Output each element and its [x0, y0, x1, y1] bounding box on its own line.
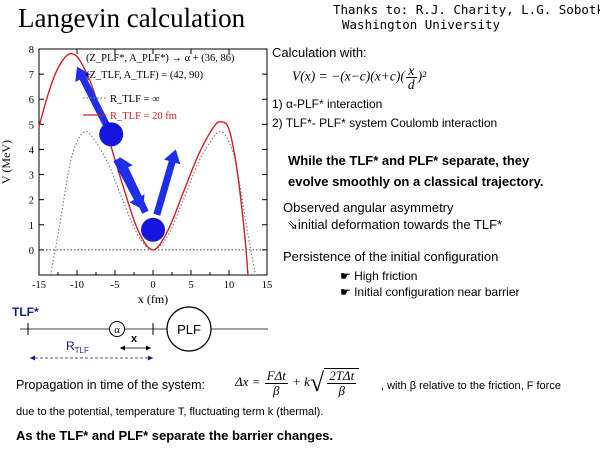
- y-tick-label: 2: [29, 196, 34, 207]
- x-tick-label: 5: [188, 280, 193, 291]
- formula-num: x: [405, 64, 417, 78]
- eq-plus-k: + k: [292, 373, 310, 389]
- rtlf-main: R: [66, 339, 75, 353]
- potential-formula: V(x) = −(x−c)(x+c)(x d)²: [292, 64, 427, 92]
- y-axis-label: V (MeV): [0, 140, 13, 184]
- plf-label: PLF: [177, 322, 201, 337]
- series-line: [49, 130, 257, 276]
- y-tick-label: 7: [29, 70, 34, 81]
- eq-lhs: Δx =: [235, 373, 261, 389]
- legend-entry-2: (Z_TLF, A_TLF) = (42, 90): [86, 70, 204, 81]
- x-tick-label: -15: [32, 280, 46, 291]
- observed-line-2-text: initial deformation towards the TLF*: [297, 217, 503, 232]
- eq-force-num: FΔt: [264, 367, 288, 384]
- propagation-text-2: due to the potential, temperature T, flu…: [16, 406, 324, 418]
- pointing-hand-icon: ☛: [340, 285, 355, 299]
- plf-circle: [166, 306, 212, 352]
- arrow-lower-right: [153, 149, 181, 216]
- x-axis-label: x (fm): [138, 292, 168, 306]
- x-tick-label: -10: [70, 280, 84, 291]
- statement-line-2: evolve smoothly on a classical trajector…: [288, 174, 544, 189]
- eq-force-den: β: [273, 382, 280, 398]
- observed-line-2: ⇘initial deformation towards the TLF*: [283, 216, 502, 233]
- persistence-bullets: ☛ High friction ☛ Initial configuration …: [340, 268, 520, 300]
- bullet-text: Initial configuration near barrier: [354, 285, 520, 299]
- slide-title: Langevin calculation: [18, 3, 246, 33]
- calc-item-1: 1) α-PLF* interaction: [272, 97, 383, 111]
- rtlf-label: RTLF: [66, 339, 89, 355]
- formula-end: )²: [417, 68, 427, 84]
- eq-force-fraction: FΔt β: [264, 367, 288, 398]
- implies-arrow-icon: ⇘: [287, 217, 298, 232]
- legend-entry-3: R_TLF = ∞: [110, 94, 160, 105]
- x-distance-label: x: [131, 333, 138, 345]
- eq-sqrt-fraction: 2TΔt β: [327, 368, 357, 398]
- arrowhead-left-icon: [30, 355, 35, 361]
- series-line: [38, 53, 249, 276]
- formula-den: d: [407, 77, 415, 92]
- statement-line-1: While the TLF* and PLF* separate, they: [288, 153, 530, 168]
- alpha-position-upper: [99, 122, 124, 147]
- propagation-text: Propagation in time of the system:: [16, 378, 205, 392]
- bullet-item: ☛ High friction: [340, 268, 520, 284]
- thanks-text: Thanks to: R.J. Charity, L.G. Sobotka Wa…: [333, 2, 600, 32]
- y-tick-label: 5: [29, 120, 34, 131]
- langevin-equation: Δx = FΔt β + k√ 2TΔt β: [235, 367, 360, 398]
- y-tick-label: 4: [29, 145, 35, 156]
- observed-block: Observed angular asymmetry ⇘initial defo…: [283, 199, 502, 233]
- arrowhead-left-icon: [120, 345, 125, 351]
- final-statement: As the TLF* and PLF* separate the barrie…: [16, 428, 334, 443]
- potential-chart: -15 -10 -5 0 5 10 15 0 1 2 3 4 5 6 7 8 (Z_PLF*, A_PLF*)…: [0, 45, 272, 306]
- x-tick-label: 10: [224, 280, 235, 291]
- y-tick-label: 3: [29, 171, 34, 182]
- persistence-heading: Persistence of the initial configuration: [283, 249, 499, 264]
- legend-entry-4: R_TLF = 20 fm: [110, 111, 177, 122]
- tlf-label: TLF*: [12, 305, 39, 319]
- alpha-circle: [109, 321, 125, 337]
- pointing-hand-icon: ☛: [340, 269, 355, 283]
- y-tick-label: 6: [29, 95, 34, 106]
- x-tick-label: 0: [150, 280, 155, 291]
- bullet-text: High friction: [354, 269, 418, 283]
- rtlf-sub: TLF: [75, 346, 89, 355]
- eq-sqrt-num: 2TΔt: [327, 368, 357, 384]
- legend-entry-1: (Z_PLF*, A_PLF*) → α + (36, 86): [86, 53, 235, 64]
- alpha-label: α: [114, 324, 120, 336]
- y-tick-label: 8: [29, 45, 34, 56]
- calc-item-2: 2) TLF*- PLF* system Coulomb interaction: [272, 116, 498, 130]
- geometry-diagram: TLF* α PLF x RTLF: [12, 305, 268, 361]
- y-tick-label: 0: [29, 246, 34, 257]
- eq-sqrt-den: β: [338, 383, 345, 398]
- observed-line-1: Observed angular asymmetry: [283, 200, 454, 215]
- arrowhead-right-icon: [146, 345, 151, 351]
- eq-sqrt: √ 2TΔt β: [309, 368, 360, 398]
- x-tick-label: -5: [111, 280, 120, 291]
- equation-note: , with β relative to the friction, F for…: [381, 380, 561, 392]
- calc-heading: Calculation with:: [272, 45, 367, 60]
- y-tick-label: 1: [29, 221, 34, 232]
- arrowhead-right-icon: [148, 355, 153, 361]
- x-tick-label: 15: [262, 280, 272, 291]
- thanks-line-1: Thanks to: R.J. Charity, L.G. Sobotka: [333, 2, 600, 17]
- alpha-position-lower: [141, 217, 165, 242]
- arrow-lower-to-upper: [117, 157, 149, 214]
- sqrt-radical-icon: √: [309, 368, 325, 397]
- bullet-item: ☛ Initial configuration near barrier: [340, 284, 520, 300]
- trajectory-statement: While the TLF* and PLF* separate, they e…: [288, 150, 544, 192]
- formula-lhs: V(x) = −(x−c)(x+c)(: [292, 68, 405, 84]
- arrow-to-upper-left: [75, 66, 115, 136]
- thanks-line-2: Washington University: [342, 17, 501, 32]
